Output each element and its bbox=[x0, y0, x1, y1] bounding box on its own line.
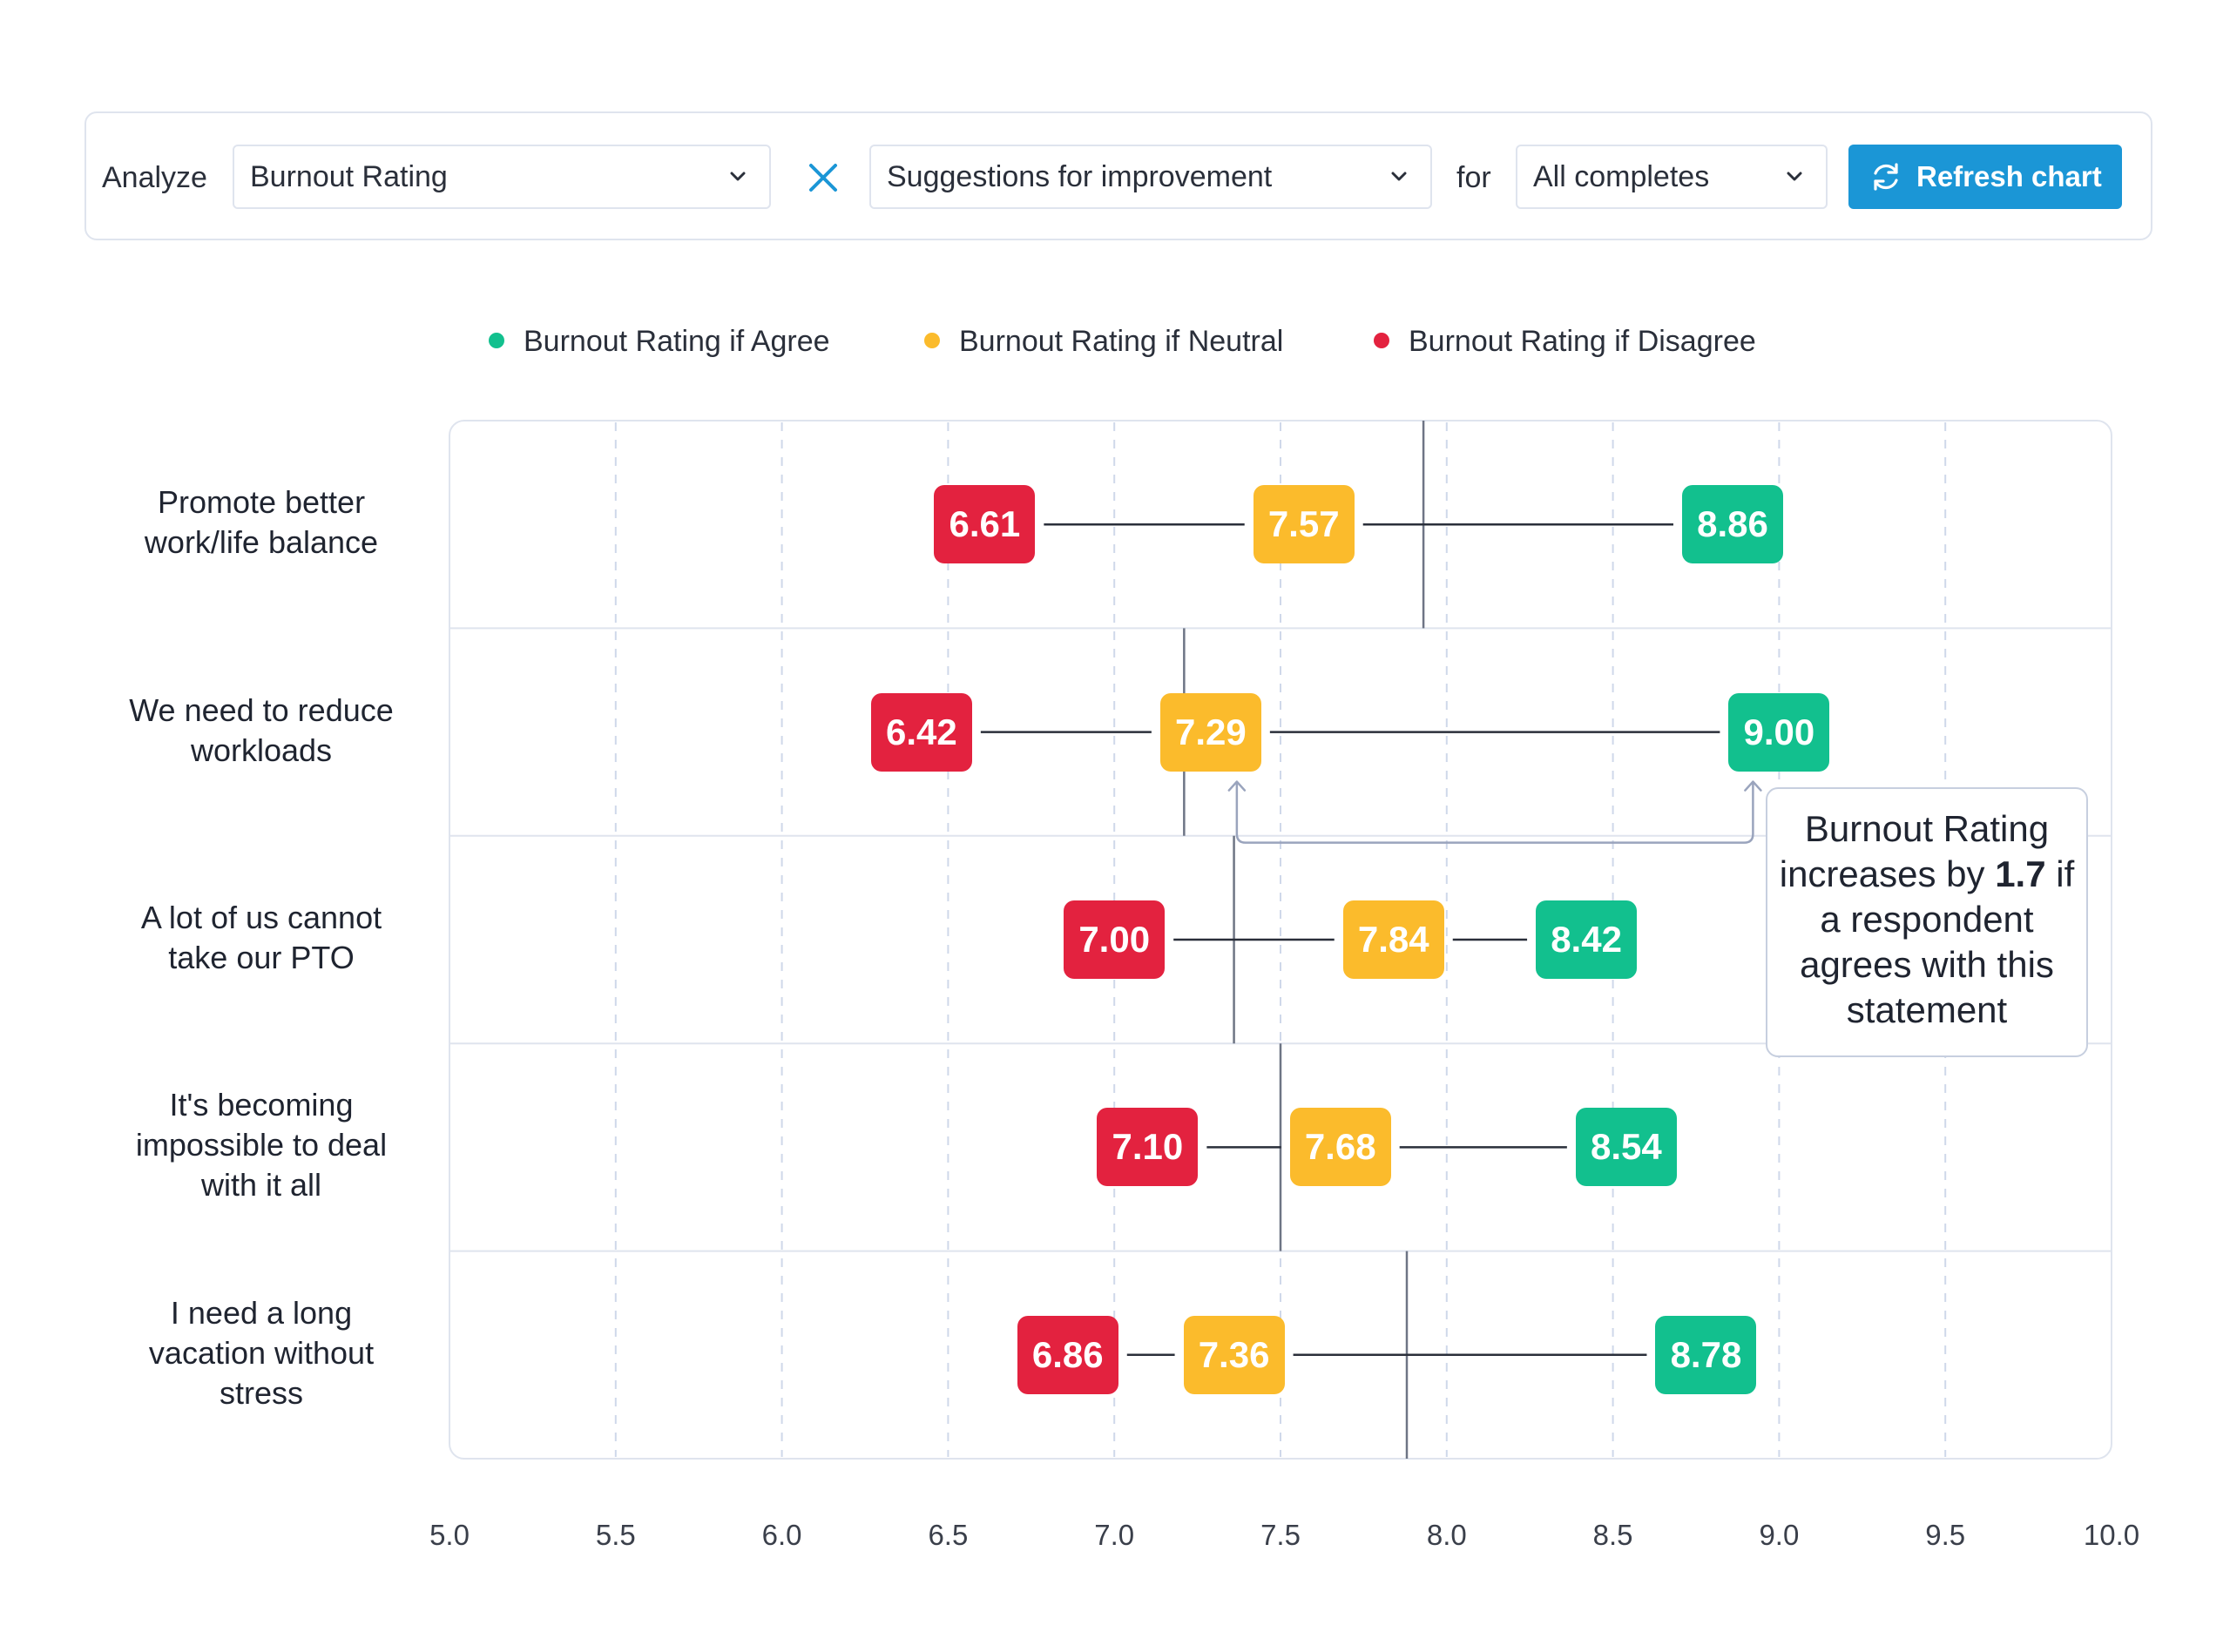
value-pill-disagree: 6.42 bbox=[870, 692, 972, 772]
row-label-line: I need a long bbox=[170, 1294, 353, 1331]
legend-dot-disagree bbox=[1374, 333, 1389, 349]
legend-label-neutral: Burnout Rating if Neutral bbox=[959, 325, 1284, 358]
value-pill-agree: 8.78 bbox=[1655, 1315, 1757, 1394]
callout-annotation: Burnout Rating increases by 1.7 if a res… bbox=[1766, 787, 2088, 1057]
chevron-down-icon bbox=[1391, 172, 1407, 181]
legend-label-disagree: Burnout Rating if Disagree bbox=[1409, 325, 1756, 358]
row-label: A lot of us cannot take our PTO bbox=[87, 898, 436, 978]
chevron-down-icon bbox=[730, 172, 746, 181]
chevron-down-icon bbox=[1787, 172, 1802, 181]
filter-select-value: All completes bbox=[1533, 160, 1710, 193]
x-tick-label: 8.0 bbox=[1426, 1519, 1467, 1551]
row-label-line: stress bbox=[219, 1374, 303, 1411]
legend-label-agree: Burnout Rating if Agree bbox=[524, 325, 830, 358]
value-pill-neutral: 7.36 bbox=[1183, 1315, 1285, 1394]
plot-area-frame bbox=[449, 420, 2112, 1460]
cross-icon[interactable] bbox=[806, 160, 841, 195]
legend-item-disagree: Burnout Rating if Disagree bbox=[1374, 322, 1756, 361]
callout-text-post: if a respondent agrees with this stateme… bbox=[1800, 853, 2075, 1030]
value-pill-agree: 8.86 bbox=[1681, 485, 1783, 564]
legend-item-agree: Burnout Rating if Agree bbox=[489, 322, 830, 361]
x-tick-label: 7.0 bbox=[1094, 1519, 1135, 1551]
legend-dot-neutral bbox=[924, 333, 940, 349]
annotation-bracket bbox=[1227, 780, 1762, 844]
row-label-line: A lot of us cannot bbox=[140, 900, 382, 935]
callout-text-pre: Burnout Rating increases by bbox=[1779, 808, 2050, 894]
value-pill-neutral: 7.68 bbox=[1289, 1108, 1391, 1187]
segment-select[interactable]: Suggestions for improvement bbox=[869, 145, 1432, 209]
value-pill-agree: 8.54 bbox=[1575, 1108, 1677, 1187]
segment-select-value: Suggestions for improvement bbox=[887, 160, 1273, 193]
row-label-line: workloads bbox=[190, 732, 333, 768]
for-label: for bbox=[1456, 161, 1491, 194]
x-tick-label: 5.0 bbox=[429, 1519, 470, 1551]
row-label-line: vacation without bbox=[148, 1334, 375, 1371]
legend-item-neutral: Burnout Rating if Neutral bbox=[924, 322, 1283, 361]
row-label-line: take our PTO bbox=[168, 940, 355, 975]
x-tick-label: 10.0 bbox=[2083, 1519, 2140, 1551]
row-label-line: We need to reduce bbox=[129, 691, 394, 728]
value-pill-disagree: 6.61 bbox=[934, 485, 1036, 564]
value-pill-disagree: 7.10 bbox=[1097, 1108, 1199, 1187]
x-tick-label: 6.0 bbox=[761, 1519, 802, 1551]
row-label: It's becoming impossible to deal with it a… bbox=[87, 1085, 436, 1205]
value-pill-neutral: 7.57 bbox=[1253, 485, 1355, 564]
row-label: We need to reduce workloads bbox=[87, 691, 436, 771]
chart-toolbar: Analyze Burnout Rating Suggestions for i… bbox=[84, 111, 2152, 240]
row-label-line: It's becoming bbox=[169, 1087, 354, 1123]
refresh-icon bbox=[1874, 163, 1898, 191]
x-tick-label: 5.5 bbox=[595, 1519, 636, 1551]
row-label: Promote better work/life balance bbox=[87, 482, 436, 563]
x-tick-label: 9.0 bbox=[1759, 1519, 1800, 1551]
row-label-line: work/life balance bbox=[144, 524, 379, 561]
row-label: I need a long vacation without stress bbox=[87, 1293, 436, 1413]
value-pill-neutral: 7.29 bbox=[1159, 692, 1261, 772]
callout-value: 1.7 bbox=[1995, 853, 2046, 894]
metric-select-value: Burnout Rating bbox=[250, 160, 448, 193]
x-tick-label: 7.5 bbox=[1260, 1519, 1301, 1551]
row-label-line: impossible to deal bbox=[135, 1127, 388, 1163]
refresh-chart-label: Refresh chart bbox=[1916, 160, 2102, 192]
row-label-line: Promote better bbox=[157, 484, 366, 521]
value-pill-agree: 8.42 bbox=[1536, 900, 1638, 979]
refresh-chart-button[interactable]: Refresh chart bbox=[1848, 145, 2122, 209]
value-pill-agree: 9.00 bbox=[1728, 692, 1830, 772]
metric-select[interactable]: Burnout Rating bbox=[233, 145, 771, 209]
value-pill-disagree: 6.86 bbox=[1017, 1315, 1118, 1394]
filter-select[interactable]: All completes bbox=[1516, 145, 1828, 209]
x-tick-label: 9.5 bbox=[1925, 1519, 1966, 1551]
legend-dot-agree bbox=[489, 333, 504, 349]
row-label-line: with it all bbox=[200, 1167, 322, 1204]
x-tick-label: 8.5 bbox=[1592, 1519, 1633, 1551]
value-pill-neutral: 7.84 bbox=[1342, 900, 1444, 979]
value-pill-disagree: 7.00 bbox=[1064, 900, 1166, 979]
analyze-label: Analyze bbox=[102, 161, 207, 194]
x-tick-label: 6.5 bbox=[928, 1519, 969, 1551]
